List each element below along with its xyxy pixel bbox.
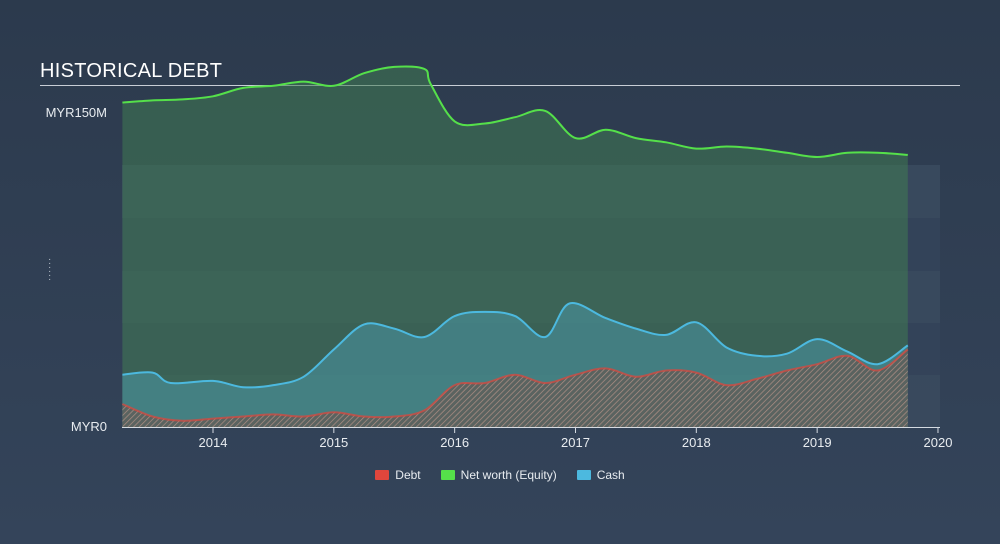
equity-line — [122, 65, 908, 159]
legend-item-cash[interactable]: Cash — [576, 468, 625, 482]
x-tick-label-2019: 2019 — [803, 435, 832, 450]
chart-title: HISTORICAL DEBT — [40, 60, 223, 82]
legend-label-cash: Cash — [596, 468, 625, 482]
legend-label-debt: Debt — [395, 468, 421, 482]
x-tick-label-2020: 2020 — [924, 435, 953, 450]
cash-swatch-icon — [576, 470, 591, 480]
cash-line — [122, 302, 909, 389]
x-tick-label-2017: 2017 — [561, 435, 590, 450]
debt-line — [122, 348, 909, 422]
legend: Debt Net worth (Equity) Cash — [0, 468, 1000, 482]
legend-item-debt[interactable]: Debt — [375, 468, 421, 482]
equity-swatch-icon — [440, 470, 455, 480]
legend-item-equity[interactable]: Net worth (Equity) — [440, 468, 557, 482]
debt-swatch-icon — [375, 470, 390, 480]
legend-label-equity: Net worth (Equity) — [460, 468, 557, 482]
x-axis: 2014 2015 2016 2017 2018 2019 2020 — [122, 427, 952, 450]
x-tick-label-2016: 2016 — [440, 435, 469, 450]
series-areas — [122, 66, 908, 427]
x-tick-label-2015: 2015 — [319, 435, 348, 450]
x-tick-label-2014: 2014 — [199, 435, 228, 450]
title-divider — [40, 85, 960, 86]
y-axis-max-label: MYR150M — [45, 105, 107, 120]
x-tick-label-2018: 2018 — [682, 435, 711, 450]
debt-area — [122, 349, 908, 427]
series-lines — [122, 65, 909, 422]
y-axis-min-label: MYR0 — [70, 419, 107, 434]
y-axis-drag-handle[interactable]: · · · · · · — [48, 254, 52, 285]
